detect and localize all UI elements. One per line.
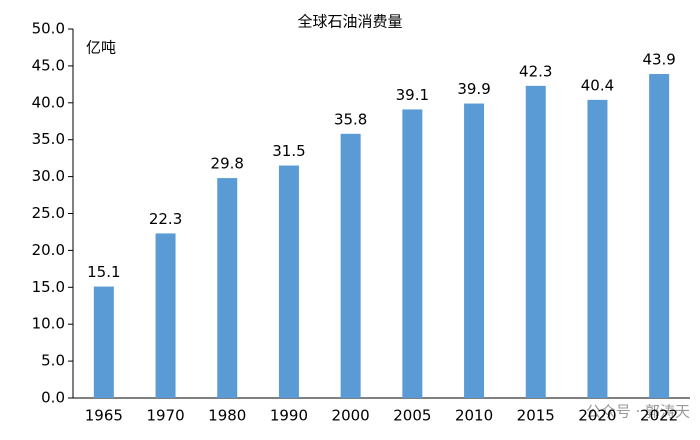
data-label: 35.8 xyxy=(334,110,367,128)
x-tick-label: 2005 xyxy=(393,407,431,425)
chart-title: 全球石油消费量 xyxy=(297,13,402,31)
data-label: 39.1 xyxy=(396,86,429,104)
data-label: 15.1 xyxy=(87,263,120,281)
data-label: 42.3 xyxy=(519,62,552,80)
bar xyxy=(525,85,546,399)
data-label: 40.4 xyxy=(581,76,614,94)
y-axis-label: 亿吨 xyxy=(86,39,116,57)
y-tick-label: 5.0 xyxy=(41,352,65,370)
x-tick-label: 1970 xyxy=(146,407,184,425)
data-label: 22.3 xyxy=(149,210,182,228)
y-tick-label: 0.0 xyxy=(41,389,65,407)
x-tick-label: 1965 xyxy=(85,407,123,425)
x-tick-label: 2020 xyxy=(578,407,616,425)
bar xyxy=(649,74,670,398)
y-tick-label: 25.0 xyxy=(32,204,65,222)
data-label: 29.8 xyxy=(211,155,244,173)
bar xyxy=(93,286,114,398)
bar xyxy=(587,99,608,399)
bar xyxy=(155,233,176,398)
y-tick-label: 45.0 xyxy=(32,56,65,74)
x-tick-label: 1990 xyxy=(270,407,308,425)
y-tick-label: 10.0 xyxy=(32,315,65,333)
data-label: 31.5 xyxy=(272,142,305,160)
bar xyxy=(402,109,423,398)
x-tick-label: 1980 xyxy=(208,407,246,425)
x-tick-label: 2015 xyxy=(517,407,555,425)
bar xyxy=(217,178,238,398)
y-tick-label: 15.0 xyxy=(32,278,65,296)
x-tick-label: 2022 xyxy=(640,407,678,425)
bar xyxy=(278,165,299,398)
bar xyxy=(340,133,361,398)
y-tick-label: 35.0 xyxy=(32,130,65,148)
data-label: 39.9 xyxy=(457,80,490,98)
watermark: 公众号 · 郭涛天 xyxy=(586,403,690,421)
y-tick-label: 30.0 xyxy=(32,167,65,185)
data-label: 43.9 xyxy=(642,51,675,69)
y-tick-label: 40.0 xyxy=(32,93,65,111)
y-tick-label: 50.0 xyxy=(32,20,65,38)
bar xyxy=(464,103,485,399)
x-tick-label: 2010 xyxy=(455,407,493,425)
y-tick-label: 20.0 xyxy=(32,241,65,259)
x-tick-label: 2000 xyxy=(332,407,370,425)
